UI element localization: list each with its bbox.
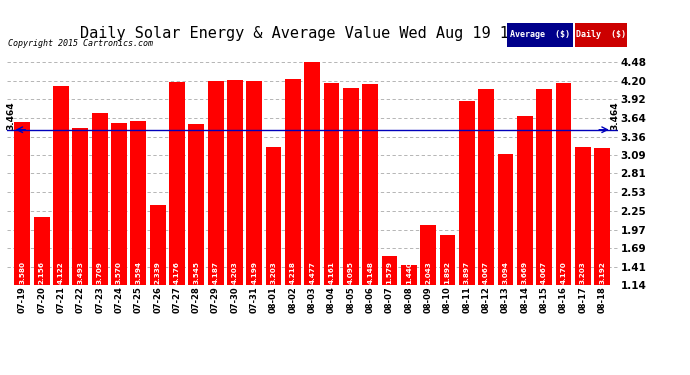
Text: 3.709: 3.709 [97,261,103,284]
Bar [343,87,359,285]
Text: 3.192: 3.192 [599,261,605,284]
Bar [208,81,224,285]
Bar [266,147,282,285]
Bar [382,256,397,285]
Bar [227,80,243,285]
Title: Daily Solar Energy & Average Value Wed Aug 19 19:55: Daily Solar Energy & Average Value Wed A… [79,26,545,40]
Bar [188,124,204,285]
Bar [420,225,436,285]
Text: 3.580: 3.580 [19,261,26,284]
Text: 3.464: 3.464 [610,101,619,130]
Text: 3.897: 3.897 [464,261,470,284]
Text: 4.199: 4.199 [251,261,257,284]
Bar [92,113,108,285]
Bar [362,84,378,285]
Text: Copyright 2015 Cartronics.com: Copyright 2015 Cartronics.com [8,39,153,48]
Text: 4.203: 4.203 [232,261,238,284]
Bar [130,121,146,285]
Bar [111,123,127,285]
Text: 3.570: 3.570 [116,261,122,284]
Bar [246,81,262,285]
Bar [459,101,475,285]
Text: 4.170: 4.170 [560,261,566,284]
Bar [497,154,513,285]
Bar [536,89,552,285]
Text: 3.203: 3.203 [580,261,586,284]
Text: 4.187: 4.187 [213,261,219,284]
Bar [14,122,30,285]
Bar [478,89,494,285]
Text: 3.203: 3.203 [270,261,277,284]
Text: 4.148: 4.148 [367,261,373,284]
Text: 4.067: 4.067 [483,261,489,284]
Text: 1.892: 1.892 [444,261,451,284]
Text: 2.156: 2.156 [39,261,45,284]
Text: 2.339: 2.339 [155,261,161,284]
Text: 4.161: 4.161 [328,261,335,284]
Bar [34,217,50,285]
Bar [575,147,591,285]
Text: 3.493: 3.493 [77,261,83,284]
Bar [555,82,571,285]
Text: 4.218: 4.218 [290,261,296,284]
Text: 3.464: 3.464 [6,101,15,130]
Bar [517,116,533,285]
Text: 3.545: 3.545 [193,261,199,284]
Text: 3.594: 3.594 [135,261,141,284]
Bar [53,86,69,285]
Bar [401,265,417,285]
Text: 3.669: 3.669 [522,261,528,284]
Text: Daily  ($): Daily ($) [575,30,626,39]
Text: 4.067: 4.067 [541,261,547,284]
Text: 4.176: 4.176 [174,261,180,284]
Text: 4.122: 4.122 [58,261,64,284]
Text: 3.094: 3.094 [502,261,509,284]
Bar [440,235,455,285]
Bar [72,128,88,285]
Text: 2.043: 2.043 [425,261,431,284]
Text: Average  ($): Average ($) [510,30,570,39]
Text: 4.095: 4.095 [348,261,354,284]
Text: 1.579: 1.579 [386,261,393,284]
Bar [150,205,166,285]
Bar [285,80,301,285]
Text: 1.440: 1.440 [406,261,412,284]
Bar [324,83,339,285]
Bar [169,82,185,285]
Bar [304,62,320,285]
Text: 4.477: 4.477 [309,261,315,284]
Bar [594,148,610,285]
